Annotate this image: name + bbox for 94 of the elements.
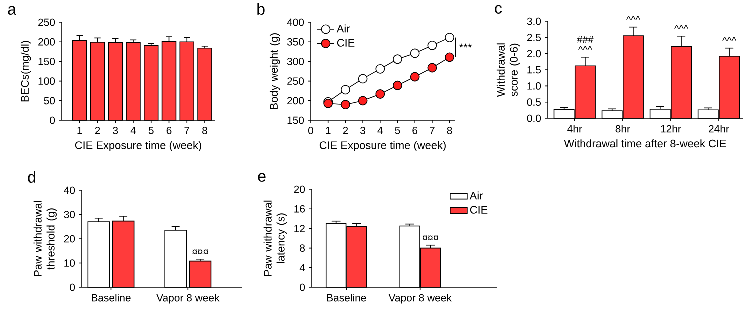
legend-label: Air — [336, 24, 350, 33]
y-tick-label: 350 — [287, 38, 304, 46]
point — [410, 72, 420, 82]
y-tick-label: 150 — [38, 58, 56, 66]
x-tick-label: 6 — [166, 127, 172, 135]
x-tick-label: 6 — [412, 127, 418, 135]
y-tick-label: 12 — [294, 225, 305, 233]
y-tick-label: 20 — [64, 236, 76, 243]
x-axis-title: CIE Exposure time (week) — [320, 142, 446, 152]
x-tick-label: 8hr — [616, 125, 630, 133]
point — [445, 33, 454, 43]
y-tick-label: 100 — [38, 78, 56, 86]
chart-title: e — [258, 174, 266, 182]
y-tick-label: 40 — [64, 187, 76, 194]
y-tick-label: 8 — [300, 244, 306, 252]
x-tick-label: 4hr — [568, 125, 582, 133]
y-tick-label: 0 — [300, 284, 306, 292]
x-tick-label: 7 — [430, 127, 435, 134]
point — [410, 49, 420, 58]
y-tick-label: 3.0 — [527, 18, 542, 26]
y-tick-label: 300 — [287, 58, 304, 66]
legend-label: CIE — [470, 206, 488, 214]
x-tick-label: 1 — [78, 127, 82, 134]
y-tick-label: 250 — [38, 19, 56, 26]
point — [376, 90, 386, 100]
chart-title: a — [8, 6, 16, 16]
x-tick-label: 2 — [95, 127, 100, 135]
y-axis-title: Body weight (g) — [270, 34, 280, 110]
legend-label: CIE — [337, 39, 355, 48]
x-axis-title: CIE Exposure time (week) — [75, 142, 202, 152]
x-tick-label: 8 — [447, 127, 452, 135]
point — [393, 81, 402, 91]
annotation: ^^^ — [722, 38, 737, 42]
y-tick-label: 250 — [288, 78, 304, 86]
x-axis-title: Withdrawal time after 8-week CIE — [564, 140, 726, 148]
y-tick-label: 400 — [287, 19, 304, 26]
y-tick-label: 200 — [288, 97, 304, 105]
y-tick-label: 4 — [300, 264, 306, 272]
x-tick-label: 4 — [378, 127, 383, 134]
y-tick-label: 150 — [288, 117, 304, 124]
point — [341, 100, 350, 110]
x-tick-label: 12hr — [661, 125, 682, 133]
chart-title: d — [28, 172, 36, 184]
point — [358, 74, 368, 84]
x-tick-label: 4 — [130, 127, 136, 134]
x-tick-label: 8 — [202, 127, 208, 135]
y-tick-label: 50 — [44, 97, 56, 105]
x-tick-label: 3 — [360, 127, 366, 135]
y-axis-title: Paw withdrawal latency (s) — [264, 201, 287, 276]
x-tick-label: 24hr — [709, 125, 730, 133]
x-tick-label: 2 — [343, 127, 348, 135]
x-tick-label: 5 — [395, 127, 400, 135]
y-tick-label: 0 — [70, 284, 76, 292]
annotation: ^^^ — [578, 46, 592, 50]
y-tick-label: 1.0 — [528, 82, 542, 90]
x-tick-label: 5 — [148, 127, 154, 135]
x-tick-label: Vapor 8 week — [388, 294, 452, 304]
y-tick-label: 2.0 — [527, 50, 542, 58]
y-tick-label: 0.0 — [527, 115, 542, 122]
chart-title: c — [495, 6, 502, 14]
point — [376, 64, 386, 74]
y-axis-title: BECs(mg/dl) — [20, 41, 32, 102]
x-tick-label: 1 — [326, 127, 331, 134]
y-tick-label: 1.5 — [528, 66, 542, 74]
y-tick-label: 0.5 — [527, 98, 542, 106]
y-tick-label: 20 — [294, 186, 306, 194]
x-tick-label: Baseline — [327, 294, 366, 302]
text: ^^^ — [626, 16, 640, 20]
point — [428, 41, 438, 51]
y-tick-label: 10 — [64, 260, 76, 268]
annotation: ^^^ — [674, 26, 688, 30]
point — [445, 52, 454, 62]
point — [393, 54, 402, 64]
x-tick-label: 3 — [113, 127, 118, 135]
x-tick-label: 7 — [184, 127, 190, 134]
annotation: ### — [577, 36, 594, 44]
y-tick-label: 200 — [38, 38, 56, 46]
y-tick-label: 30 — [64, 211, 76, 219]
x-tick-label: Baseline — [92, 294, 131, 302]
point — [341, 85, 350, 95]
x-tick-label: 0 — [308, 127, 314, 135]
y-axis-title: Withdrawal score (0-6) — [496, 44, 520, 98]
y-tick-label: 2.5 — [527, 34, 542, 42]
point — [358, 96, 368, 106]
y-tick-label: 16 — [294, 206, 306, 214]
x-tick-label: Vapor 8 week — [156, 294, 220, 304]
annotation: ¤¤¤ — [422, 236, 438, 240]
y-axis-title: Paw withdrawal threshold (g) — [34, 202, 57, 277]
legend-label: Air — [470, 192, 484, 200]
chart-title: b — [258, 4, 265, 16]
text: *** — [460, 44, 472, 48]
point — [428, 64, 438, 73]
annotation: ¤¤¤ — [192, 250, 208, 254]
y-tick-label: 0 — [50, 117, 56, 124]
